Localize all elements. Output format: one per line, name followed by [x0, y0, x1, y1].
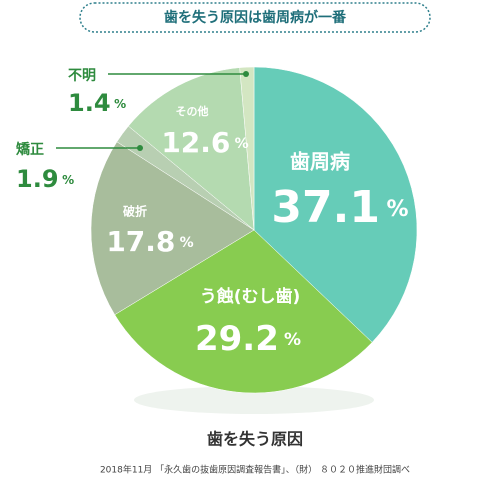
- value-label: 17.8%: [106, 225, 193, 258]
- chart-title: 歯を失う原因: [207, 430, 303, 449]
- value-label: 29.2%: [195, 319, 301, 359]
- pie-slice: [90, 141, 255, 316]
- pie-slice: [114, 229, 373, 394]
- shadow: [134, 386, 374, 414]
- headline-box: [79, 2, 431, 33]
- pie-slice: [239, 66, 255, 231]
- slice-label: う蝕(むし歯): [200, 286, 301, 307]
- value-label: 1.9%: [16, 165, 74, 193]
- value-label: 1.4%: [68, 89, 126, 117]
- headline: 歯を失う原因は歯周病が一番: [164, 9, 347, 26]
- leader-dot: [243, 71, 249, 77]
- slice-label: 破折: [123, 204, 147, 219]
- source: 2018年11月 「永久歯の抜歯原因調査報告書」、（財） ８０２０推進財団調べ: [100, 464, 410, 476]
- slice-label: その他: [176, 104, 209, 118]
- value-label: 37.1%: [271, 182, 408, 233]
- slice-label: 不明: [68, 68, 96, 84]
- pie-slice: [128, 67, 255, 231]
- slice-label: 歯周病: [290, 150, 350, 174]
- pie-slice: [253, 66, 418, 343]
- value-label: 12.6%: [161, 126, 248, 159]
- leader-dot: [137, 145, 143, 151]
- slice-label: 矯正: [15, 141, 44, 158]
- pie: [90, 66, 418, 394]
